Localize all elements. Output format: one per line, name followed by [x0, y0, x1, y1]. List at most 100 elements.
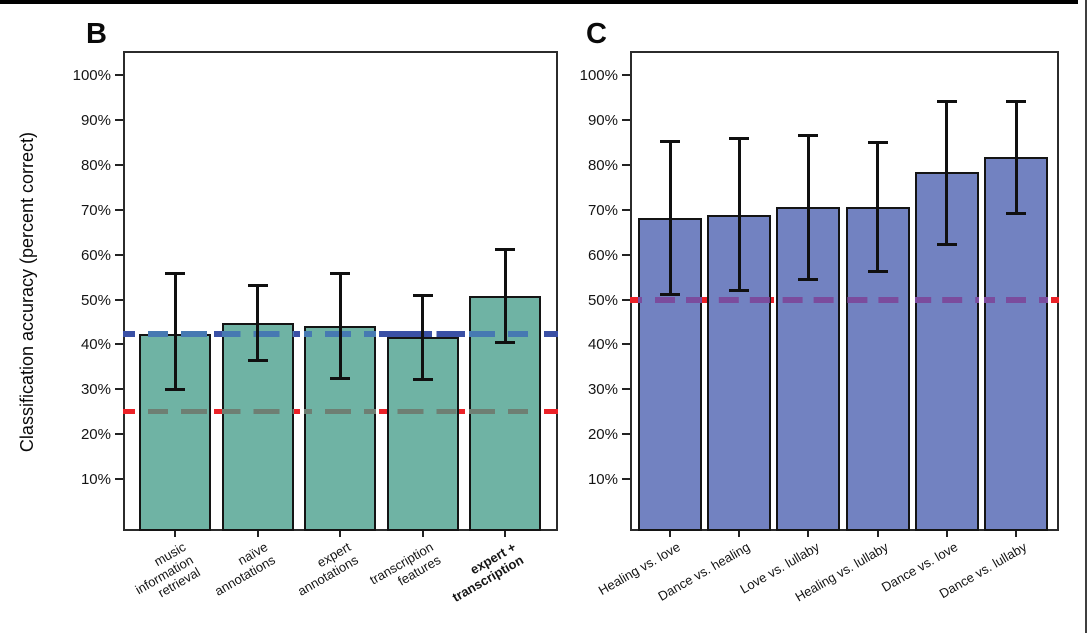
y-tick-label: 20% — [587, 426, 618, 444]
reference-line-over-bar — [386, 409, 459, 415]
y-tick-label: 70% — [80, 201, 111, 219]
y-axis-tick — [115, 298, 123, 301]
x-axis-tick — [504, 531, 506, 537]
error-bar-cap-top — [936, 99, 957, 103]
x-axis-tick — [876, 531, 879, 537]
x-axis-tick — [738, 531, 741, 537]
y-axis-tick — [115, 118, 123, 121]
y-axis-tick — [622, 433, 630, 436]
error-bar-cap-top — [660, 139, 680, 143]
y-tick-label: 40% — [587, 336, 618, 354]
error-bar-cap-top — [495, 247, 515, 251]
y-axis-tick — [115, 253, 123, 256]
y-tick-label: 100% — [579, 67, 618, 84]
error-bar-cap-top — [330, 272, 350, 276]
reference-line-over-bar — [776, 296, 841, 303]
error-bar-cap-top — [1006, 99, 1026, 103]
figure-top-border — [0, 0, 1078, 4]
y-tick-label: 90% — [587, 111, 618, 129]
error-bar-stem — [806, 134, 810, 281]
plot-area-c — [630, 51, 1059, 531]
error-bar-stem — [737, 137, 741, 292]
error-bar-cap-bottom — [1006, 211, 1026, 215]
error-bar-cap-bottom — [936, 242, 957, 246]
error-bar-stem — [1014, 100, 1018, 214]
x-axis-tick — [421, 531, 424, 537]
y-tick-label: 60% — [80, 246, 111, 264]
error-bar-stem — [338, 273, 342, 379]
error-bar-cap-bottom — [495, 341, 515, 345]
y-axis-tick — [622, 163, 630, 166]
y-axis-tick — [115, 433, 123, 436]
y-tick-label: 100% — [72, 67, 111, 84]
error-bar-cap-bottom — [165, 388, 185, 392]
error-bar-cap-bottom — [330, 376, 350, 380]
y-tick-label: 10% — [587, 471, 618, 489]
y-axis-tick — [622, 298, 630, 301]
reference-line-over-bar — [304, 409, 376, 415]
x-axis-tick — [945, 531, 948, 537]
reference-line-over-bar — [469, 409, 541, 415]
x-axis-tick — [256, 531, 259, 537]
error-bar-cap-top — [867, 140, 888, 144]
error-bar-stem — [173, 273, 177, 391]
y-axis-tick — [115, 388, 123, 391]
error-bar-stem — [668, 140, 672, 295]
x-category-label: music information retrieval — [132, 539, 203, 601]
y-tick-label: 50% — [80, 291, 111, 309]
error-bar-cap-top — [412, 294, 433, 298]
x-axis-tick — [1015, 531, 1017, 537]
y-tick-label: 70% — [587, 201, 618, 219]
y-tick-label: 10% — [80, 471, 111, 489]
error-bar-stem — [256, 284, 259, 361]
x-axis-tick — [807, 531, 810, 537]
y-tick-label: 20% — [80, 426, 111, 444]
y-tick-label: 50% — [587, 291, 618, 309]
x-axis-tick — [339, 531, 341, 537]
reference-line-over-bar — [984, 296, 1048, 303]
panel-letter-c: C — [586, 18, 607, 50]
x-category-label: naïve annotations — [212, 539, 278, 599]
error-bar-cap-top — [729, 136, 750, 140]
y-axis-tick — [622, 253, 630, 256]
y-axis-tick — [622, 118, 630, 121]
x-category-label: expert annotations — [294, 539, 361, 599]
reference-line-50 — [630, 296, 1059, 303]
bar-c-5 — [984, 157, 1048, 531]
y-tick-label: 40% — [80, 336, 111, 354]
error-bar-cap-top — [247, 283, 268, 287]
y-axis-tick — [622, 343, 630, 346]
y-axis-tick — [115, 208, 123, 211]
error-bar-cap-bottom — [729, 289, 750, 293]
error-bar-cap-bottom — [798, 278, 819, 282]
figure-right-border — [1085, 0, 1087, 633]
reference-line-over-bar — [139, 409, 211, 415]
error-bar-stem — [876, 141, 880, 273]
error-bar-stem — [421, 295, 424, 381]
reference-line-over-bar — [914, 296, 979, 303]
y-axis-tick — [115, 163, 123, 166]
y-axis-tick — [115, 478, 123, 481]
error-bar-cap-bottom — [412, 378, 433, 382]
y-axis-tick — [622, 478, 630, 481]
x-category-label: expert + transcription — [448, 539, 526, 605]
x-category-label: transcription features — [366, 539, 443, 589]
y-tick-label: 90% — [80, 111, 111, 129]
y-tick-label: 30% — [80, 381, 111, 399]
y-axis-tick — [622, 208, 630, 211]
y-tick-label: 30% — [587, 381, 618, 399]
y-axis-title: Classification accuracy (percent correct… — [17, 131, 37, 453]
y-axis-tick — [115, 74, 123, 76]
y-axis-tick — [622, 388, 630, 391]
error-bar-cap-bottom — [247, 358, 268, 362]
error-bar-cap-bottom — [660, 293, 680, 296]
reference-line-over-bar — [845, 296, 910, 303]
reference-line-over-bar — [221, 409, 294, 415]
panel-letter-b: B — [86, 18, 107, 50]
reference-line-over-bar — [707, 296, 772, 303]
y-axis-tick — [115, 343, 123, 346]
error-bar-cap-bottom — [867, 270, 888, 274]
y-tick-label: 60% — [587, 246, 618, 264]
y-tick-label: 80% — [587, 156, 618, 174]
